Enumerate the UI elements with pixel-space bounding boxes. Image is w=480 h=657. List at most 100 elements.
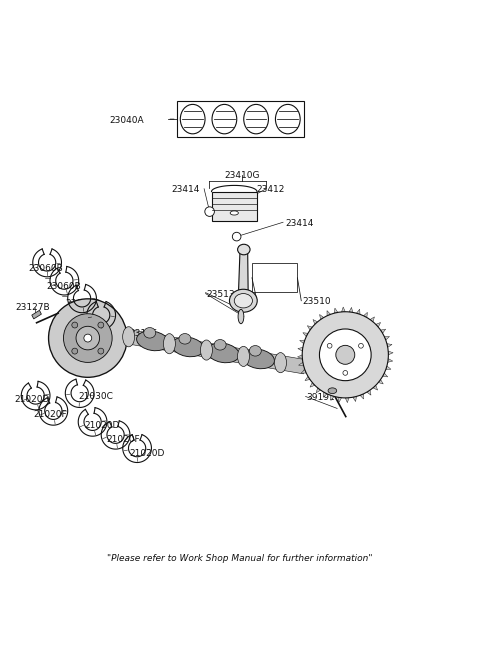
Text: 23040A: 23040A — [109, 116, 144, 125]
Circle shape — [72, 348, 78, 354]
Text: 23127B: 23127B — [15, 304, 49, 313]
Polygon shape — [378, 380, 383, 384]
Polygon shape — [316, 388, 321, 393]
Polygon shape — [300, 340, 305, 344]
Circle shape — [76, 327, 99, 350]
Polygon shape — [338, 397, 342, 402]
Ellipse shape — [249, 346, 261, 356]
Text: 21020D: 21020D — [129, 449, 164, 459]
Polygon shape — [342, 307, 345, 312]
Text: 23510: 23510 — [302, 297, 331, 306]
Text: 23060B: 23060B — [28, 264, 63, 273]
Circle shape — [232, 233, 241, 241]
Text: 21030C: 21030C — [78, 392, 113, 401]
Ellipse shape — [207, 343, 239, 363]
Ellipse shape — [137, 331, 169, 351]
Text: 21020F: 21020F — [106, 435, 140, 444]
Polygon shape — [386, 366, 391, 369]
Circle shape — [336, 346, 355, 364]
Ellipse shape — [238, 309, 244, 324]
Text: 23125: 23125 — [129, 328, 157, 338]
Polygon shape — [388, 351, 393, 355]
Circle shape — [98, 322, 104, 328]
Polygon shape — [387, 344, 392, 348]
Polygon shape — [331, 396, 334, 401]
Polygon shape — [376, 323, 381, 327]
Text: 23111: 23111 — [205, 349, 234, 358]
Text: 39190A: 39190A — [311, 338, 346, 348]
Polygon shape — [334, 308, 338, 313]
Ellipse shape — [275, 353, 287, 373]
Text: 23412: 23412 — [257, 185, 285, 194]
Text: 23414: 23414 — [171, 185, 199, 194]
Bar — [252, 263, 298, 292]
Text: 23060B: 23060B — [65, 299, 100, 308]
Ellipse shape — [230, 211, 239, 215]
Ellipse shape — [180, 104, 205, 134]
Polygon shape — [383, 373, 388, 377]
Text: 21020D: 21020D — [84, 420, 120, 430]
Bar — [212, 192, 257, 221]
Ellipse shape — [172, 337, 204, 357]
Polygon shape — [301, 369, 306, 373]
Ellipse shape — [179, 334, 191, 344]
Polygon shape — [353, 396, 357, 401]
Circle shape — [72, 322, 78, 328]
Polygon shape — [299, 362, 304, 366]
Circle shape — [302, 312, 388, 398]
Polygon shape — [310, 382, 315, 387]
Text: 23124B: 23124B — [58, 309, 93, 319]
Circle shape — [327, 344, 332, 348]
Polygon shape — [363, 312, 367, 317]
Polygon shape — [381, 329, 385, 333]
Text: 23060B: 23060B — [46, 282, 81, 291]
Text: "Please refer to Work Shop Manual for further information": "Please refer to Work Shop Manual for fu… — [107, 554, 373, 563]
Polygon shape — [118, 328, 306, 374]
Polygon shape — [320, 315, 324, 319]
Polygon shape — [327, 311, 331, 316]
Polygon shape — [388, 359, 393, 362]
Polygon shape — [298, 348, 303, 351]
Circle shape — [343, 371, 348, 375]
Polygon shape — [32, 310, 41, 319]
Circle shape — [48, 299, 127, 377]
Polygon shape — [357, 309, 360, 314]
Ellipse shape — [276, 104, 300, 134]
Ellipse shape — [214, 340, 226, 350]
Polygon shape — [345, 397, 349, 403]
Ellipse shape — [144, 328, 156, 338]
Circle shape — [63, 314, 112, 363]
Polygon shape — [367, 390, 371, 396]
Circle shape — [359, 344, 363, 348]
Text: 23410G: 23410G — [225, 171, 260, 180]
Polygon shape — [313, 319, 318, 325]
Ellipse shape — [123, 327, 134, 347]
Ellipse shape — [163, 334, 175, 353]
Ellipse shape — [238, 244, 250, 255]
Text: 21020D: 21020D — [14, 395, 49, 404]
Text: 23513: 23513 — [206, 290, 235, 298]
Polygon shape — [239, 250, 248, 290]
Text: 23060B: 23060B — [86, 316, 120, 325]
Polygon shape — [384, 336, 389, 340]
Circle shape — [98, 348, 104, 354]
Ellipse shape — [328, 388, 336, 394]
Text: 39191: 39191 — [306, 394, 335, 402]
Polygon shape — [298, 355, 302, 359]
Circle shape — [320, 329, 371, 380]
Ellipse shape — [212, 104, 237, 134]
Text: 23414: 23414 — [286, 219, 314, 228]
Polygon shape — [349, 307, 353, 312]
Ellipse shape — [244, 104, 268, 134]
Ellipse shape — [238, 346, 250, 367]
Circle shape — [84, 334, 92, 342]
Polygon shape — [303, 332, 308, 336]
Polygon shape — [323, 392, 327, 397]
Text: 21020F: 21020F — [33, 410, 67, 419]
Circle shape — [205, 207, 215, 216]
Ellipse shape — [242, 349, 275, 369]
Polygon shape — [305, 376, 310, 380]
Ellipse shape — [234, 294, 252, 308]
Polygon shape — [307, 326, 312, 330]
Polygon shape — [360, 394, 364, 399]
